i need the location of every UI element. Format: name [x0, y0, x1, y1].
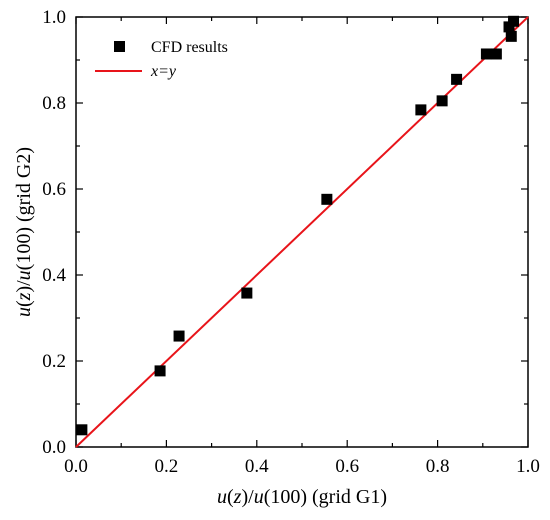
legend-label-cfd-results: CFD results	[151, 39, 228, 56]
x-tick-labels: 0.0 0.2 0.4 0.6 0.8 1.0	[64, 456, 540, 477]
x-tick-label: 0.2	[155, 456, 179, 477]
series-line-x-equals-y	[75, 16, 529, 448]
legend: CFD results x=y	[95, 39, 228, 80]
axis-ticks	[75, 16, 529, 448]
y-tick-label: 0.8	[42, 93, 66, 114]
scatter-point	[173, 330, 185, 342]
scatter-point	[415, 104, 427, 116]
x-tick-label: 1.0	[516, 456, 540, 477]
scatter-point	[503, 21, 515, 33]
scatter-point	[508, 15, 520, 27]
x-tick-label: 0.4	[245, 456, 269, 477]
scatter-point	[436, 95, 448, 107]
scatter-point	[480, 48, 492, 60]
y-tick-label: 0.4	[42, 265, 66, 286]
y-tick-label: 0.2	[42, 351, 66, 372]
y-tick-label: 1.0	[42, 7, 66, 28]
y-tick-labels: 0.0 0.2 0.4 0.6 0.8 1.0	[42, 7, 66, 458]
y-tick-label: 0.6	[42, 179, 66, 200]
scatter-point	[490, 48, 502, 60]
legend-label-x-equals-y: x=y	[150, 63, 177, 80]
y-tick-label: 0.0	[42, 437, 66, 458]
legend-marker-cfd-results	[114, 41, 125, 52]
scatter-point	[451, 73, 463, 85]
scatter-point	[76, 424, 88, 436]
x-tick-label: 0.8	[426, 456, 450, 477]
scatter-point	[154, 365, 166, 377]
plot-area	[75, 15, 529, 448]
x-axis-label: u(z)/u(100) (grid G1)	[217, 486, 387, 508]
scatter-point	[505, 30, 517, 42]
scatter-point	[241, 287, 253, 299]
scatter-point	[321, 193, 333, 205]
y-axis-label: u(z)/u(100) (grid G2)	[13, 147, 35, 317]
x-tick-label: 0.6	[335, 456, 359, 477]
x-tick-label: 0.0	[64, 456, 88, 477]
